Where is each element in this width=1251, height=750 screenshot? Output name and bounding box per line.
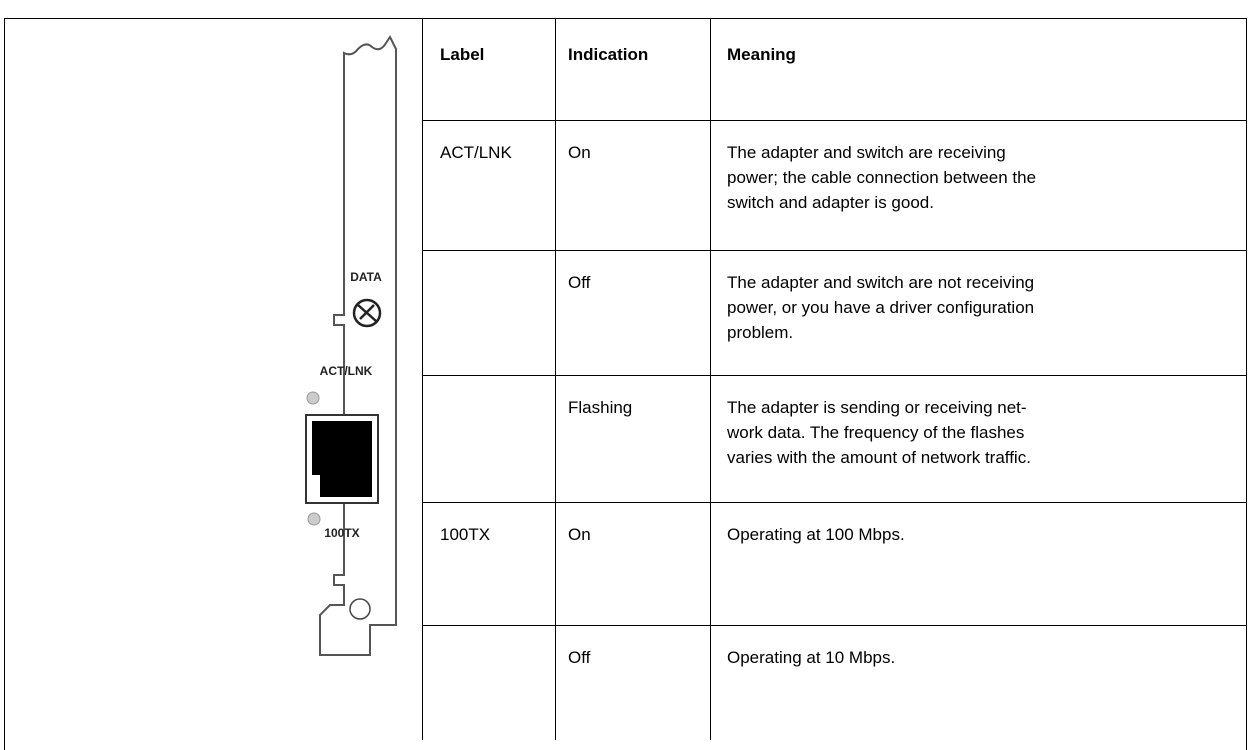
screw-hole <box>349 598 371 620</box>
row-divider <box>422 625 1247 626</box>
border-top <box>4 18 1247 19</box>
indication-cell: Flashing <box>568 398 633 417</box>
column-divider <box>555 18 556 740</box>
indication-cell: On <box>568 143 591 162</box>
meaning-line: Operating at 10 Mbps. <box>727 648 896 667</box>
border-right <box>1246 18 1247 750</box>
border-left <box>4 18 5 750</box>
figure-label: ACT/LNK <box>320 364 373 378</box>
meaning-line: The adapter is sending or receiving net- <box>727 398 1027 417</box>
bracket-figure: DATA ACT/LNK 100TX <box>305 35 397 656</box>
row-divider <box>422 250 1247 251</box>
data-icon <box>357 304 377 322</box>
indication-cell: On <box>568 525 591 544</box>
indication-cell: Off <box>568 273 591 292</box>
data-icon <box>352 298 382 328</box>
bracket-outline <box>319 35 397 656</box>
figure-label: DATA <box>350 270 382 284</box>
column-divider <box>710 18 711 740</box>
meaning-line: The adapter and switch are receiving <box>727 143 1006 162</box>
row-divider <box>422 375 1247 376</box>
meaning-line: power; the cable connection between the <box>727 168 1037 187</box>
meaning-line: power, or you have a driver configuratio… <box>727 298 1035 317</box>
meaning-line: Operating at 100 Mbps. <box>727 525 905 544</box>
meaning-line: The adapter and switch are not receiving <box>727 273 1035 292</box>
meaning-line: problem. <box>727 323 794 342</box>
header-cell: Indication <box>568 45 649 64</box>
row-divider <box>422 120 1247 121</box>
column-divider <box>422 18 423 740</box>
meaning-line: switch and adapter is good. <box>727 193 934 212</box>
label-cell: ACT/LNK <box>440 143 512 162</box>
label-cell: 100TX <box>440 525 491 544</box>
header-cell: Meaning <box>727 45 796 64</box>
led <box>307 512 321 526</box>
led <box>306 391 320 405</box>
indication-cell: Off <box>568 648 591 667</box>
figure-label: 100TX <box>324 526 359 540</box>
rj45-port <box>312 421 372 497</box>
meaning-line: work data. The frequency of the flashes <box>727 423 1025 442</box>
meaning-line: varies with the amount of network traffi… <box>727 448 1031 467</box>
header-cell: Label <box>440 45 485 64</box>
row-divider <box>422 502 1247 503</box>
